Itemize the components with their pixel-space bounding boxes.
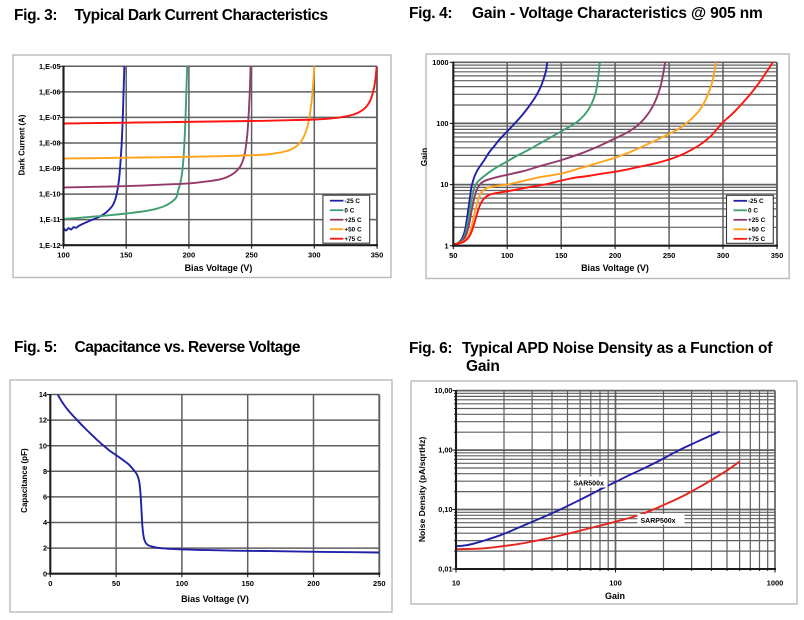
- svg-text:0: 0: [48, 579, 52, 588]
- svg-text:50: 50: [112, 579, 120, 588]
- svg-text:2: 2: [43, 544, 47, 553]
- svg-text:12: 12: [39, 416, 47, 425]
- svg-text:SAR500x: SAR500x: [574, 481, 604, 488]
- svg-text:1,E-11: 1,E-11: [39, 215, 60, 224]
- svg-text:350: 350: [771, 251, 784, 260]
- svg-text:+25 C: +25 C: [344, 217, 362, 224]
- svg-text:Gain: Gain: [605, 591, 625, 601]
- svg-text:250: 250: [245, 251, 258, 260]
- svg-text:200: 200: [183, 251, 196, 260]
- svg-text:1,00: 1,00: [438, 446, 452, 455]
- svg-text:+75 C: +75 C: [344, 236, 362, 243]
- svg-text:300: 300: [308, 251, 321, 260]
- svg-text:+50 C: +50 C: [748, 227, 766, 234]
- svg-text:+50 C: +50 C: [344, 227, 362, 234]
- svg-text:Bias Voltage (V): Bias Voltage (V): [185, 263, 253, 273]
- svg-text:Noise Density (pA/sqrtHz): Noise Density (pA/sqrtHz): [417, 437, 427, 543]
- svg-text:250: 250: [373, 579, 386, 588]
- svg-text:14: 14: [39, 390, 48, 399]
- svg-text:10: 10: [452, 579, 460, 588]
- svg-text:-25 C: -25 C: [344, 198, 360, 205]
- svg-text:Bias Voltage (V): Bias Voltage (V): [581, 263, 649, 273]
- svg-text:50: 50: [449, 251, 457, 260]
- svg-text:100: 100: [609, 579, 622, 588]
- svg-text:100: 100: [57, 251, 70, 260]
- svg-text:200: 200: [307, 579, 320, 588]
- svg-text:10: 10: [440, 180, 448, 189]
- svg-text:10: 10: [39, 441, 47, 450]
- svg-text:1,E-10: 1,E-10: [39, 190, 61, 199]
- svg-text:1: 1: [444, 241, 448, 250]
- svg-text:10,00: 10,00: [434, 386, 452, 395]
- svg-text:300: 300: [717, 251, 730, 260]
- svg-text:8: 8: [43, 467, 47, 476]
- svg-text:0 C: 0 C: [748, 208, 758, 215]
- svg-text:Capacitance (pF): Capacitance (pF): [20, 448, 29, 513]
- svg-text:+25 C: +25 C: [748, 217, 766, 224]
- svg-text:1,E-08: 1,E-08: [39, 139, 61, 148]
- svg-text:100: 100: [176, 579, 189, 588]
- svg-text:1,E-07: 1,E-07: [39, 113, 61, 122]
- svg-text:Dark Current (A): Dark Current (A): [18, 114, 27, 175]
- svg-text:1,E-09: 1,E-09: [39, 164, 61, 173]
- svg-text:1000: 1000: [432, 58, 448, 67]
- svg-text:150: 150: [241, 579, 254, 588]
- svg-text:1000: 1000: [767, 579, 784, 588]
- svg-text:150: 150: [555, 251, 568, 260]
- svg-text:SARP500x: SARP500x: [641, 518, 676, 525]
- svg-text:6: 6: [43, 493, 47, 502]
- svg-text:100: 100: [436, 119, 448, 128]
- svg-text:1,E-06: 1,E-06: [39, 88, 61, 97]
- svg-text:250: 250: [663, 251, 676, 260]
- svg-text:Bias Voltage (V): Bias Voltage (V): [181, 594, 249, 604]
- svg-text:1,E-05: 1,E-05: [39, 62, 61, 71]
- svg-text:4: 4: [43, 518, 48, 527]
- svg-text:0: 0: [43, 569, 47, 578]
- svg-text:1,E-12: 1,E-12: [39, 241, 61, 250]
- svg-text:150: 150: [120, 251, 133, 260]
- svg-text:Gain: Gain: [419, 148, 429, 166]
- svg-text:200: 200: [609, 251, 622, 260]
- svg-text:0 C: 0 C: [344, 208, 354, 215]
- svg-text:0,01: 0,01: [438, 565, 452, 574]
- svg-text:+75 C: +75 C: [748, 236, 766, 243]
- svg-text:-25 C: -25 C: [748, 198, 764, 205]
- svg-text:100: 100: [501, 251, 514, 260]
- svg-text:350: 350: [371, 251, 384, 260]
- svg-text:0,10: 0,10: [438, 505, 452, 514]
